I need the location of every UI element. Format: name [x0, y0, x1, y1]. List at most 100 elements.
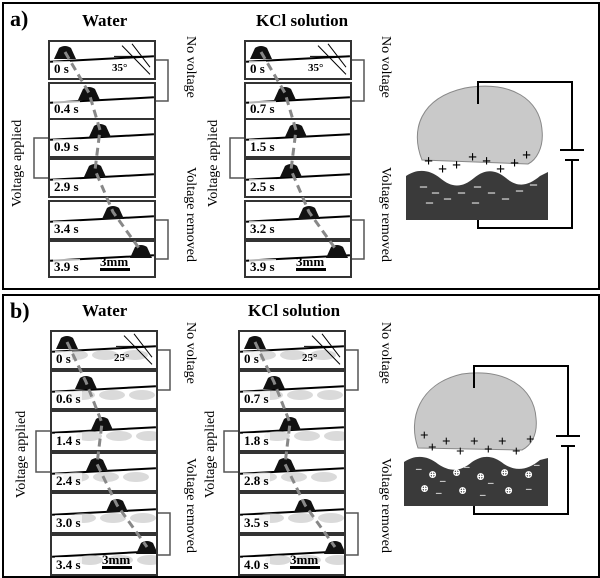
voltage-removed-label-b-kcl: Voltage removed	[378, 458, 393, 553]
time-label: 1.4 s	[55, 433, 82, 449]
sequence-frame: 3.9 s 3mm	[48, 240, 156, 278]
column-title-water-a: Water	[82, 11, 128, 30]
background-texture	[324, 431, 344, 441]
scale-bar-label: 3mm	[100, 254, 129, 269]
background-texture	[325, 555, 344, 565]
droplet	[324, 541, 344, 554]
droplet	[54, 46, 76, 59]
droplet	[298, 206, 320, 219]
time-label: 2.8 s	[243, 473, 270, 489]
background-texture	[311, 472, 337, 482]
background-texture	[294, 431, 320, 441]
voltage-removed-label-a-kcl: Voltage removed	[378, 167, 393, 262]
sequence-frame: 1.4 s	[50, 410, 158, 452]
time-label: 3.9 s	[249, 259, 276, 275]
time-label: 0 s	[249, 61, 266, 77]
sequence-frame: 0 s 25°	[50, 330, 158, 370]
time-label: 4.0 s	[243, 557, 270, 573]
droplet	[274, 458, 296, 471]
background-texture	[295, 555, 321, 565]
background-texture	[123, 472, 149, 482]
droplet	[280, 164, 302, 177]
sequence-frame: 3.5 s	[238, 492, 346, 534]
background-texture	[265, 555, 291, 565]
panel-a-label: a)	[10, 6, 29, 31]
scale-bar	[290, 566, 320, 569]
time-label: 0.7 s	[249, 101, 276, 117]
sequence-frame: 0 s 35°	[244, 40, 352, 80]
time-label: 3.0 s	[55, 515, 82, 531]
droplet	[274, 87, 296, 100]
droplet	[102, 206, 124, 219]
background-texture	[281, 472, 307, 482]
sequence-frame: 3.0 s	[50, 492, 158, 534]
sequence-frame: 3.9 s 3mm	[244, 240, 352, 278]
sequence-frame: 0.7 s	[238, 370, 346, 410]
tilt-angle-indicator	[304, 333, 341, 365]
sequence-frame: 0.9 s	[48, 118, 156, 158]
tilt-angle-indicator	[310, 43, 347, 75]
voltage-applied-label-a-kcl: Voltage applied	[206, 119, 221, 207]
column-title-kcl-a: KCl solution	[256, 11, 349, 30]
voltage-applied-label-b-water: Voltage applied	[14, 410, 29, 498]
sequence-frame: 0 s 35°	[48, 40, 156, 80]
column-title-water-b: Water	[82, 301, 128, 320]
sequence-frame: 4.0 s 3mm	[238, 534, 346, 576]
scale-bar	[296, 268, 326, 271]
droplet	[250, 46, 272, 59]
sequence-frame: 1.8 s	[238, 410, 346, 452]
droplet	[244, 336, 266, 349]
scale-bar-label: 3mm	[290, 552, 319, 567]
sequence-frame: 3.4 s 3mm	[50, 534, 158, 576]
panel-b-label: b)	[10, 298, 30, 323]
sequence-frame: 3.4 s	[48, 200, 156, 240]
background-texture	[77, 555, 103, 565]
droplet	[136, 541, 156, 554]
time-label: 0.4 s	[53, 101, 80, 117]
time-label: 2.4 s	[55, 473, 82, 489]
droplet	[263, 376, 285, 389]
scale-bar-label: 3mm	[296, 254, 325, 269]
time-label: 3.4 s	[53, 221, 80, 237]
voltage-applied-label-a-water: Voltage applied	[10, 119, 25, 207]
time-label: 3.9 s	[53, 259, 80, 275]
sequence-frame: 3.2 s	[244, 200, 352, 240]
tilt-angle-indicator	[114, 43, 151, 75]
droplet	[326, 245, 348, 258]
background-texture	[287, 390, 313, 400]
time-label: 0 s	[243, 351, 260, 367]
droplet	[86, 458, 108, 471]
time-label: 0 s	[55, 351, 72, 367]
time-label: 0.7 s	[243, 391, 270, 407]
droplet	[56, 336, 78, 349]
background-texture	[93, 472, 119, 482]
droplet	[106, 499, 128, 512]
background-texture	[317, 390, 343, 400]
time-label: 3.2 s	[249, 221, 276, 237]
droplet	[91, 417, 113, 430]
background-texture	[129, 390, 155, 400]
no-voltage-label-a-kcl: No voltage	[378, 36, 393, 98]
droplet	[130, 245, 152, 258]
time-label: 1.5 s	[249, 139, 276, 155]
background-texture	[130, 513, 156, 523]
sequence-frame: 2.8 s	[238, 452, 346, 492]
sequence-frame: 1.5 s	[244, 118, 352, 158]
voltage-applied-label-b-kcl: Voltage applied	[203, 410, 218, 498]
droplet	[84, 164, 106, 177]
background-texture	[107, 555, 133, 565]
time-label: 3.4 s	[55, 557, 82, 573]
tilt-angle-indicator	[116, 333, 153, 365]
time-label: 3.5 s	[243, 515, 270, 531]
time-label: 0.9 s	[53, 139, 80, 155]
droplet	[89, 124, 111, 137]
scale-bar-label: 3mm	[102, 552, 131, 567]
sequence-frame: 0.6 s	[50, 370, 158, 410]
background-texture	[106, 431, 132, 441]
no-voltage-label-a-water: No voltage	[183, 36, 198, 98]
sequence-frame: 0 s 25°	[238, 330, 346, 370]
time-label: 2.5 s	[249, 179, 276, 195]
droplet	[279, 417, 301, 430]
background-texture	[100, 513, 126, 523]
column-title-kcl-b: KCl solution	[248, 301, 341, 320]
